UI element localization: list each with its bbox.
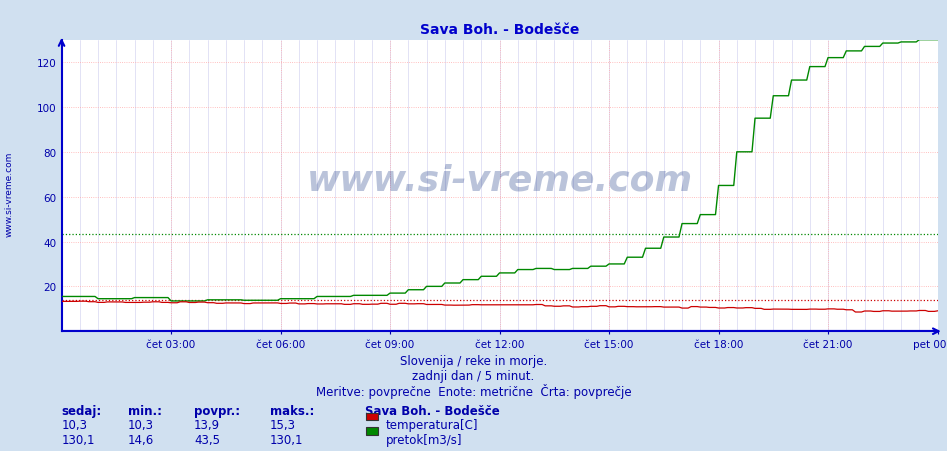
Text: www.si-vreme.com: www.si-vreme.com <box>5 152 14 236</box>
Text: 14,6: 14,6 <box>128 433 154 446</box>
Text: 13,9: 13,9 <box>194 419 221 432</box>
Text: Slovenija / reke in morje.: Slovenija / reke in morje. <box>400 354 547 367</box>
Text: 43,5: 43,5 <box>194 433 220 446</box>
Text: www.si-vreme.com: www.si-vreme.com <box>307 163 692 197</box>
Text: Meritve: povprečne  Enote: metrične  Črta: povprečje: Meritve: povprečne Enote: metrične Črta:… <box>315 383 632 398</box>
Text: 130,1: 130,1 <box>270 433 303 446</box>
Text: 10,3: 10,3 <box>62 419 87 432</box>
Text: temperatura[C]: temperatura[C] <box>385 419 478 432</box>
Text: pretok[m3/s]: pretok[m3/s] <box>385 433 462 446</box>
Text: maks.:: maks.: <box>270 404 314 417</box>
Text: povpr.:: povpr.: <box>194 404 241 417</box>
Text: sedaj:: sedaj: <box>62 404 102 417</box>
Title: Sava Boh. - Bodešče: Sava Boh. - Bodešče <box>420 23 580 37</box>
Text: 10,3: 10,3 <box>128 419 153 432</box>
Text: 15,3: 15,3 <box>270 419 295 432</box>
Text: zadnji dan / 5 minut.: zadnji dan / 5 minut. <box>412 369 535 382</box>
Text: min.:: min.: <box>128 404 162 417</box>
Text: Sava Boh. - Bodešče: Sava Boh. - Bodešče <box>365 404 499 417</box>
Text: 130,1: 130,1 <box>62 433 95 446</box>
